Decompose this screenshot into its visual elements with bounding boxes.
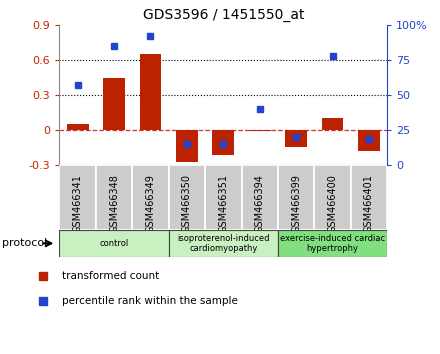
Text: GSM466394: GSM466394 [255,175,265,233]
Bar [285,130,307,147]
Text: GSM466348: GSM466348 [109,175,119,233]
Text: GSM466350: GSM466350 [182,175,192,233]
Text: transformed count: transformed count [62,271,160,281]
Text: protocol: protocol [2,238,48,249]
Bar [358,130,380,151]
Bar [278,230,387,257]
Bar [249,130,271,131]
Bar [351,165,387,230]
Text: exercise-induced cardiac
hypertrophy: exercise-induced cardiac hypertrophy [280,234,385,253]
Text: GSM466401: GSM466401 [364,175,374,233]
Text: GSM466399: GSM466399 [291,175,301,233]
Text: isoproterenol-induced
cardiomyopathy: isoproterenol-induced cardiomyopathy [177,234,270,253]
Bar [314,165,351,230]
Bar [103,78,125,130]
Text: percentile rank within the sample: percentile rank within the sample [62,296,238,306]
Bar [132,165,169,230]
Bar [169,230,278,257]
Bar [67,124,88,130]
Bar [59,230,169,257]
Title: GDS3596 / 1451550_at: GDS3596 / 1451550_at [143,8,304,22]
Bar [59,165,96,230]
Bar [205,165,242,230]
Bar [242,165,278,230]
Bar [96,165,132,230]
Bar [139,54,161,130]
Bar [176,130,198,162]
Text: GSM466400: GSM466400 [327,175,337,233]
Bar [322,118,344,130]
Bar [278,165,314,230]
Bar [213,130,234,155]
Text: GSM466351: GSM466351 [218,175,228,233]
Text: GSM466349: GSM466349 [146,175,155,233]
Text: control: control [99,239,128,248]
Bar [169,165,205,230]
Text: GSM466341: GSM466341 [73,175,83,233]
